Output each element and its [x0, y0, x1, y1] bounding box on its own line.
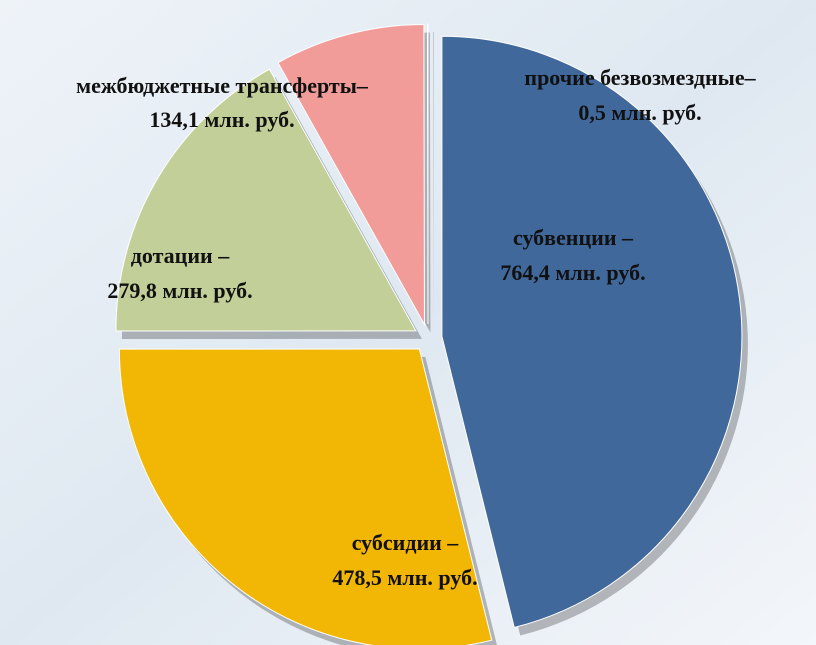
value-label: 478,5 млн. руб.: [332, 565, 477, 590]
slice: [277, 23, 425, 327]
slice-shadow: [433, 32, 434, 333]
slice: [115, 68, 417, 332]
slice: [426, 23, 429, 325]
value-label: 764,4 млн. руб.: [500, 260, 645, 285]
value-label: 134,1 млн. руб.: [149, 107, 294, 132]
slice-label: прочие безвозмездные–: [524, 65, 756, 90]
value-label: 279,8 млн. руб.: [107, 278, 252, 303]
slice-label: межбюджетные трансферты–: [76, 73, 369, 98]
value-label: 0,5 млн. руб.: [578, 100, 701, 125]
slice-label: субвенции –: [513, 225, 634, 250]
labels: субвенции – 764,4 млн. руб. субсидии – 478,…: [76, 65, 757, 590]
pie: [115, 23, 748, 645]
slice: [441, 35, 743, 629]
slice: [118, 348, 493, 645]
slice-label: субсидии –: [352, 530, 460, 555]
slice-label: дотации –: [131, 243, 230, 268]
